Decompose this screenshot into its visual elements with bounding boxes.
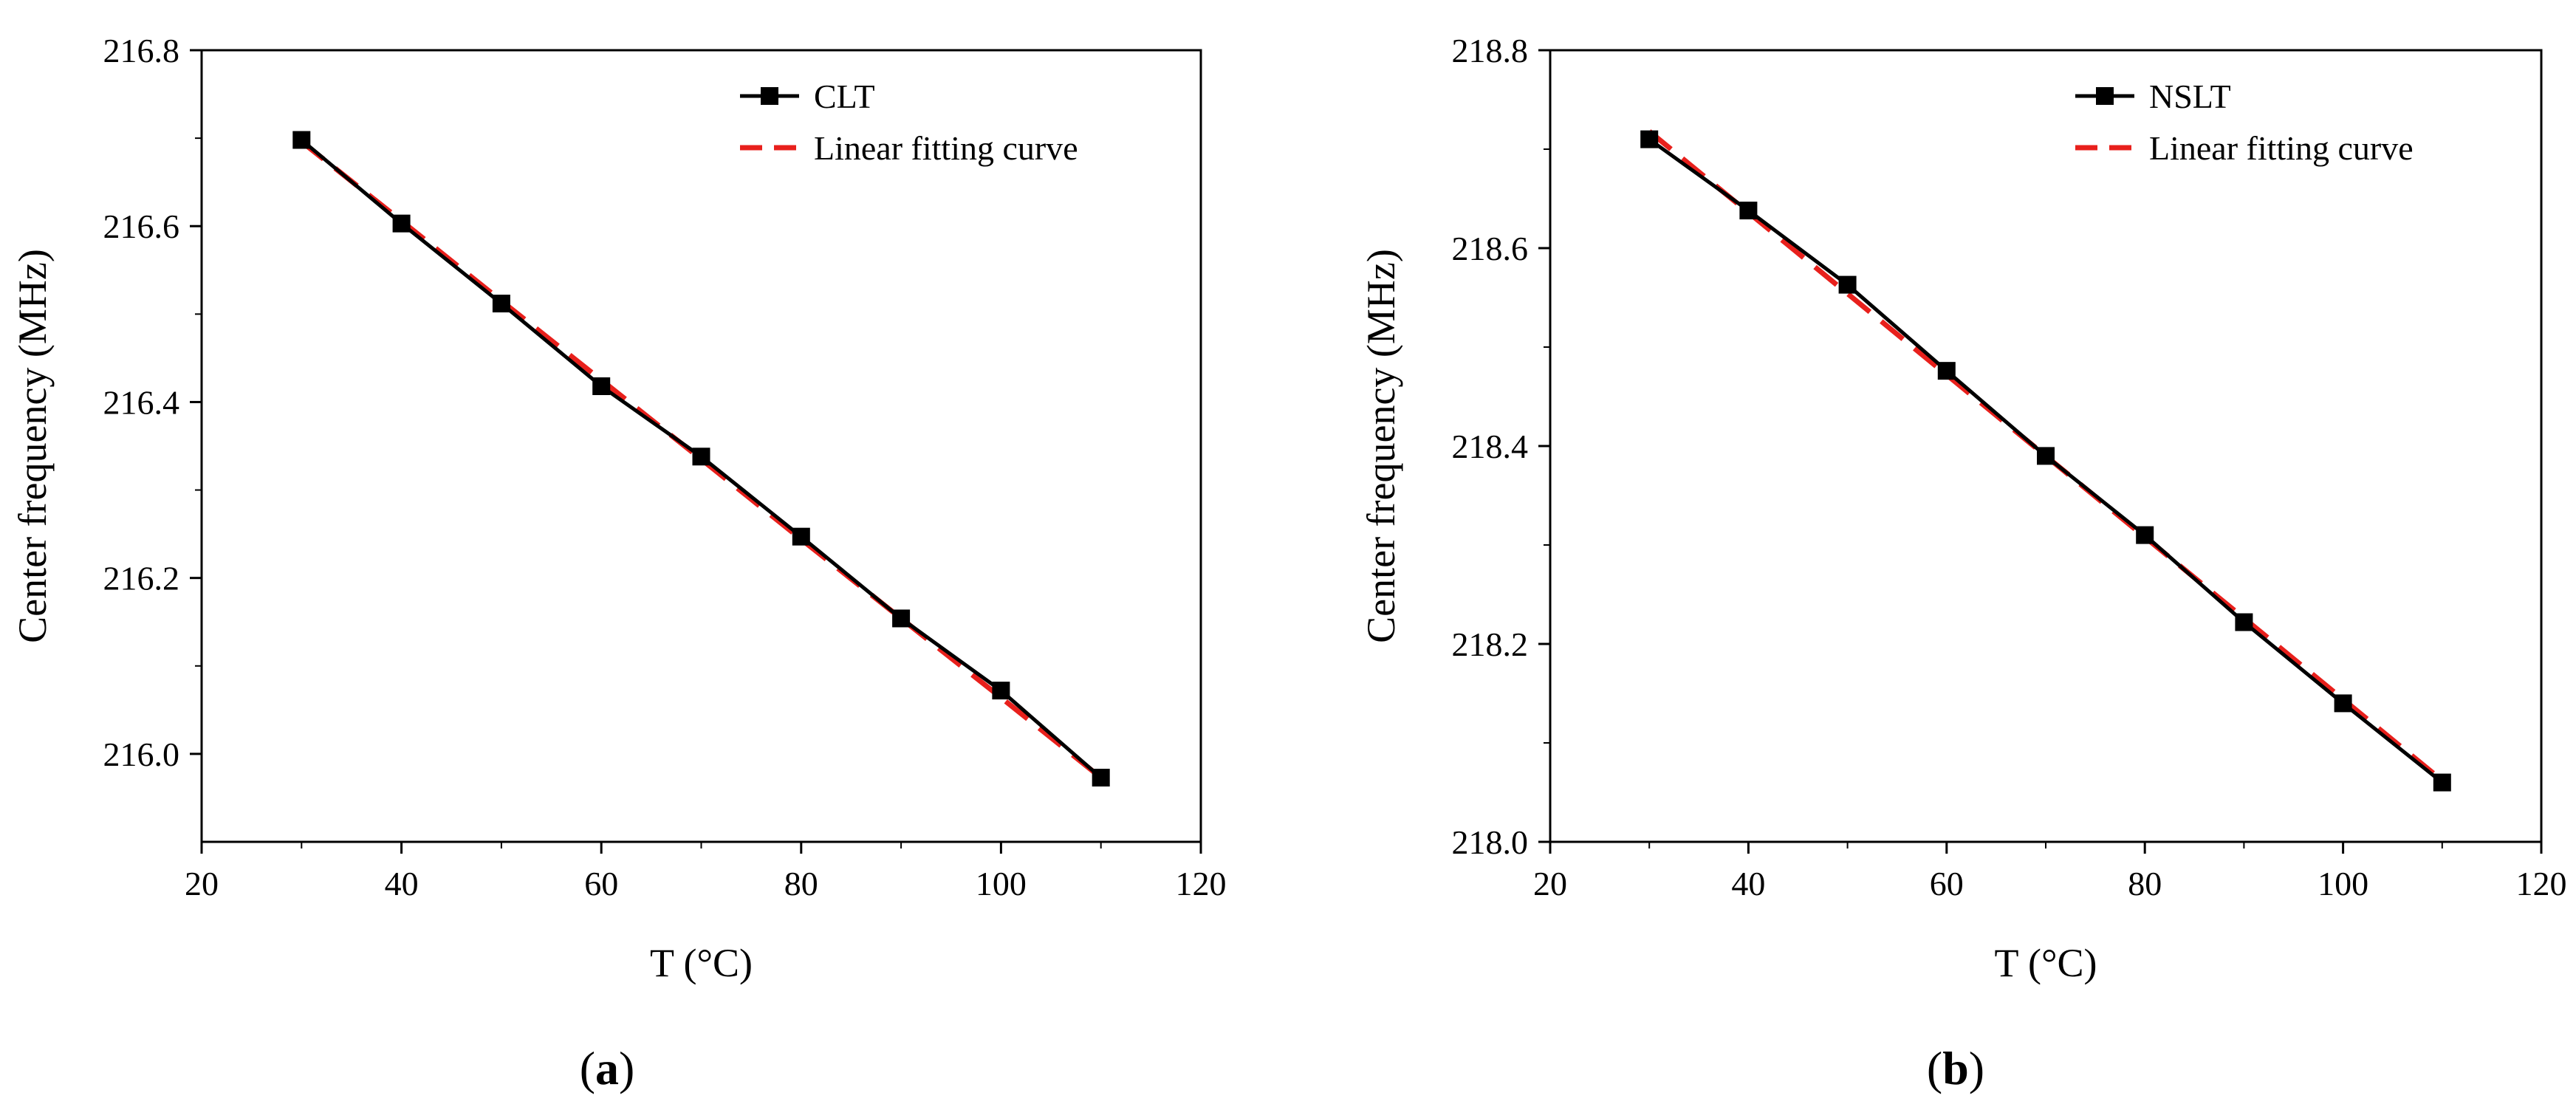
y-tick-label: 216.8 [103, 32, 180, 69]
legend-label-measured: CLT [814, 78, 875, 115]
chart-panel-a: 20 40 60 80 100 120 216.0 216.2 216.4 216.6 216.8 T… [10, 32, 1227, 1094]
data-point [292, 131, 311, 149]
y-tick-label: 216.0 [103, 736, 180, 773]
y-tick-label: 218.8 [1452, 32, 1529, 69]
plot-frame [200, 49, 1202, 843]
data-point [1640, 130, 1659, 148]
x-tick-label: 120 [2516, 865, 2567, 902]
y-tick-label: 218.2 [1452, 625, 1529, 663]
legend-label-fit: Linear fitting curve [2149, 129, 2414, 167]
x-tick-label: 60 [584, 865, 618, 902]
data-point [2334, 694, 2352, 713]
panel-label-open-paren: ( [1927, 1042, 1942, 1094]
data-point [592, 377, 611, 396]
x-axis-title: T (°C) [1994, 941, 2097, 985]
data-point [1838, 275, 1857, 294]
x-tick-label: 80 [784, 865, 818, 902]
x-tick-label: 100 [976, 865, 1027, 902]
data-point [1937, 362, 1956, 380]
legend-label-fit: Linear fitting curve [814, 129, 1078, 167]
x-tick-label: 60 [1930, 865, 1964, 902]
x-tick-label: 40 [1731, 865, 1765, 902]
data-point [1739, 202, 1758, 220]
data-point [2136, 526, 2154, 544]
data-point [2235, 613, 2253, 631]
y-axis-title: Center frequency (MHz) [1359, 249, 1403, 643]
data-point [992, 682, 1010, 700]
panel-label-letter: b [1942, 1042, 1969, 1094]
x-tick-label: 80 [2128, 865, 2162, 902]
x-tick-label: 100 [2318, 865, 2368, 902]
x-tick-label: 120 [1176, 865, 1227, 902]
y-tick-label: 218.6 [1452, 230, 1529, 267]
legend-marker [761, 87, 778, 105]
y-tick-label: 218.4 [1452, 428, 1529, 465]
data-point [2433, 773, 2451, 792]
x-axis-title: T (°C) [650, 941, 753, 985]
panel-label: (b) [1927, 1042, 1984, 1094]
data-point [492, 295, 510, 313]
legend-label-measured: NSLT [2149, 78, 2231, 115]
panel-label-close-paren: ) [619, 1042, 634, 1094]
x-tick-label: 20 [185, 865, 219, 902]
panel-label-close-paren: ) [1969, 1042, 1984, 1094]
data-point [2037, 447, 2055, 465]
data-point [1092, 769, 1110, 787]
y-tick-label: 218.0 [1452, 823, 1529, 861]
panel-label-letter: a [595, 1042, 619, 1094]
y-tick-label: 216.4 [103, 383, 180, 421]
y-tick-label: 216.2 [103, 560, 180, 597]
data-point [692, 448, 710, 466]
data-point [892, 609, 911, 628]
chart-panel-b: 20 40 60 80 100 120 218.0 218.2 218.4 218.6 218.8 T… [1359, 32, 2567, 1094]
y-axis-title: Center frequency (MHz) [10, 249, 55, 643]
panel-label-open-paren: ( [580, 1042, 595, 1094]
x-tick-label: 20 [1533, 865, 1567, 902]
data-point [792, 527, 810, 546]
x-tick-label: 40 [385, 865, 419, 902]
data-point [392, 214, 411, 233]
legend-marker [2096, 87, 2114, 105]
y-tick-label: 216.6 [103, 208, 180, 245]
panel-label: (a) [580, 1042, 635, 1094]
